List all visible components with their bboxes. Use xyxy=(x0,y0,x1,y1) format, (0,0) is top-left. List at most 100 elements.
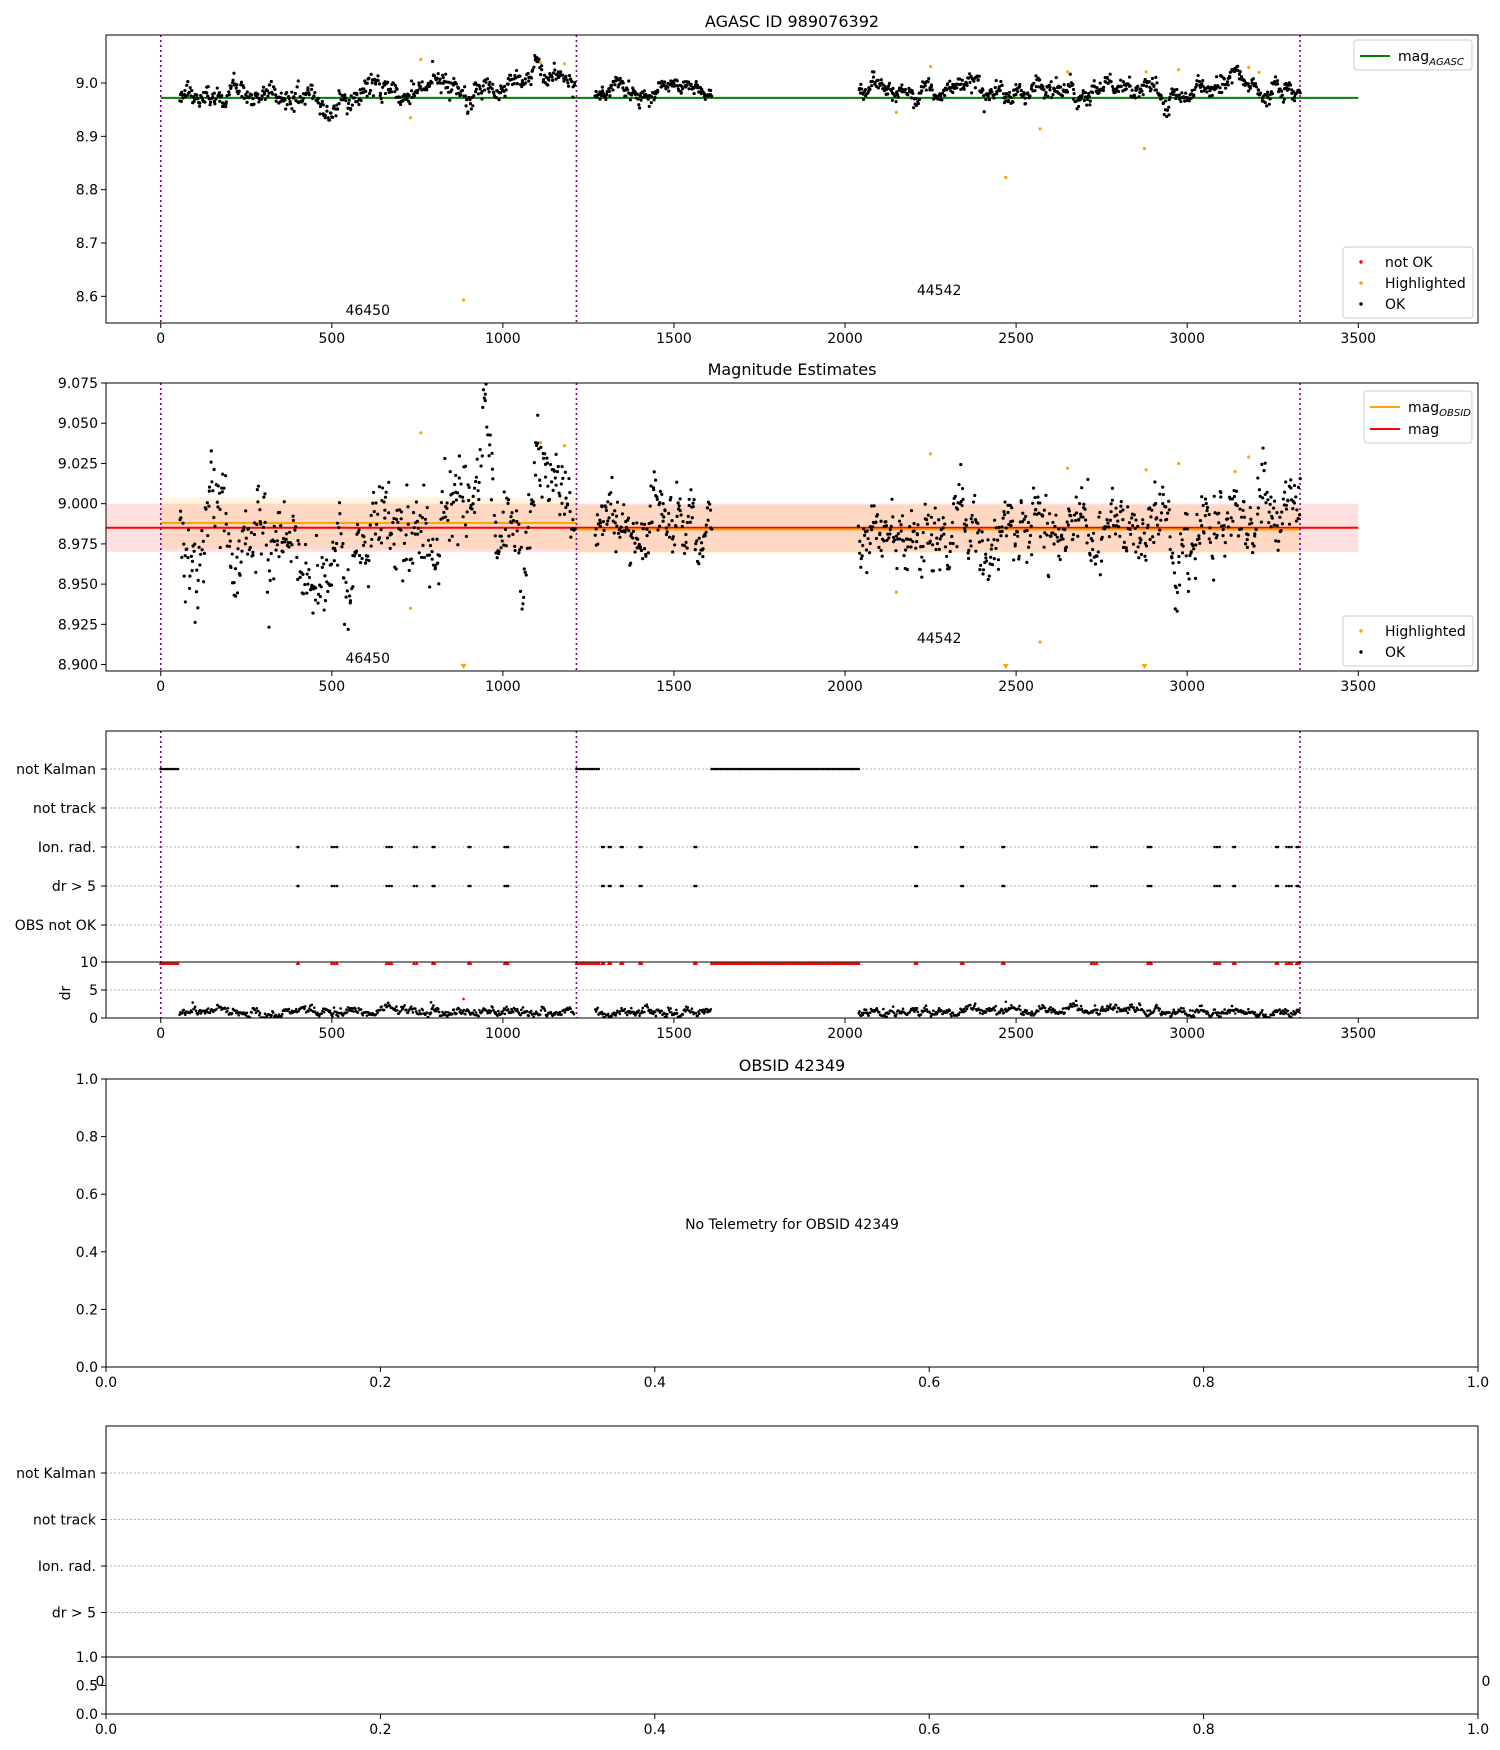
ok-point xyxy=(504,88,508,92)
dr-point xyxy=(1183,1009,1186,1013)
ok-point xyxy=(879,548,883,553)
ok-point xyxy=(325,558,329,562)
ok-point xyxy=(1058,538,1062,542)
ok-point xyxy=(992,538,996,542)
flag-point xyxy=(732,767,735,771)
ok-point xyxy=(938,568,942,572)
dr-point xyxy=(600,1010,604,1014)
ok-point xyxy=(517,522,521,526)
dr-point xyxy=(274,1013,277,1017)
flag-point xyxy=(743,767,746,771)
ok-point xyxy=(548,462,553,467)
ok-point xyxy=(1200,495,1204,499)
dr-point xyxy=(491,1006,494,1009)
ok-point xyxy=(1106,81,1110,85)
ok-point xyxy=(188,574,192,578)
flag-point xyxy=(174,767,178,771)
highlighted-point xyxy=(408,606,413,610)
ok-point xyxy=(251,553,255,557)
dr-point xyxy=(1096,1008,1099,1012)
ok-point xyxy=(200,95,204,99)
ok-point xyxy=(970,91,974,95)
ok-point xyxy=(930,533,934,537)
ok-point xyxy=(1191,544,1195,548)
ok-point xyxy=(421,543,425,548)
ok-point xyxy=(552,61,556,65)
ok-point xyxy=(262,92,267,96)
ok-point xyxy=(401,98,405,103)
ok-point xyxy=(1003,500,1007,504)
ok-point xyxy=(1001,92,1006,96)
ok-point xyxy=(430,59,435,64)
ok-point xyxy=(1221,534,1225,538)
ok-point xyxy=(476,489,480,493)
ok-point xyxy=(239,560,243,564)
ok-point xyxy=(417,81,421,85)
ok-point xyxy=(1168,95,1172,99)
ok-point xyxy=(999,79,1003,84)
ok-point xyxy=(887,84,891,88)
ok-point xyxy=(389,90,394,94)
dr-capped-marker xyxy=(414,962,419,965)
ok-point xyxy=(1081,515,1085,519)
dr-point xyxy=(646,1006,649,1009)
ok-point xyxy=(325,109,329,113)
ok-point xyxy=(943,545,948,549)
overflow-tick-left: 0 xyxy=(96,1674,105,1690)
x-tick-label: 2000 xyxy=(827,331,863,347)
ok-point xyxy=(1008,503,1012,507)
ok-point xyxy=(394,517,399,521)
ok-point xyxy=(233,567,238,571)
dr-point xyxy=(226,1006,230,1010)
flag-point xyxy=(798,767,801,771)
ok-point xyxy=(216,505,220,509)
dr-point xyxy=(520,1008,523,1012)
dr-point xyxy=(1080,1007,1084,1011)
ok-point xyxy=(861,543,865,548)
ok-point xyxy=(348,599,353,603)
ok-point xyxy=(977,74,981,78)
ok-point xyxy=(223,474,228,478)
flag-point xyxy=(609,884,612,888)
ok-point xyxy=(694,81,698,85)
ok-point xyxy=(232,581,236,585)
ok-point xyxy=(1092,79,1096,83)
ok-point xyxy=(428,543,433,548)
dr-point xyxy=(307,1009,310,1013)
ok-point xyxy=(388,87,393,91)
dr-point xyxy=(1040,1007,1043,1010)
dr-point xyxy=(1278,1008,1281,1011)
dr-point xyxy=(1213,1008,1217,1011)
dr-capped-marker xyxy=(620,962,625,965)
ok-point xyxy=(686,514,690,518)
dr-point xyxy=(263,1012,267,1016)
ok-point xyxy=(928,88,932,92)
ok-point xyxy=(314,533,319,538)
ok-point xyxy=(438,77,442,81)
ok-point xyxy=(1119,84,1123,88)
ok-point xyxy=(598,521,602,525)
ok-point xyxy=(635,521,639,525)
agasc-axes-frame xyxy=(105,34,1479,324)
ok-point xyxy=(1262,469,1266,473)
ok-point xyxy=(999,534,1003,538)
ok-point xyxy=(682,551,687,556)
ok-point xyxy=(319,585,323,589)
ok-point xyxy=(456,543,460,547)
x-tick-label: 0.6 xyxy=(918,1722,940,1738)
ok-point xyxy=(423,517,427,521)
ok-point xyxy=(1250,521,1254,525)
x-tick-label: 0.0 xyxy=(95,1375,117,1391)
dr-point xyxy=(932,1009,935,1013)
ok-point xyxy=(1071,97,1076,101)
ok-point xyxy=(357,102,361,107)
ok-point xyxy=(341,541,345,546)
ok-point xyxy=(1171,92,1175,97)
dr-tick-label: 1.0 xyxy=(76,1650,98,1666)
dr-point xyxy=(1134,1009,1138,1013)
ok-point xyxy=(391,81,396,86)
ok-point xyxy=(1181,544,1185,548)
ok-point xyxy=(1238,507,1242,511)
